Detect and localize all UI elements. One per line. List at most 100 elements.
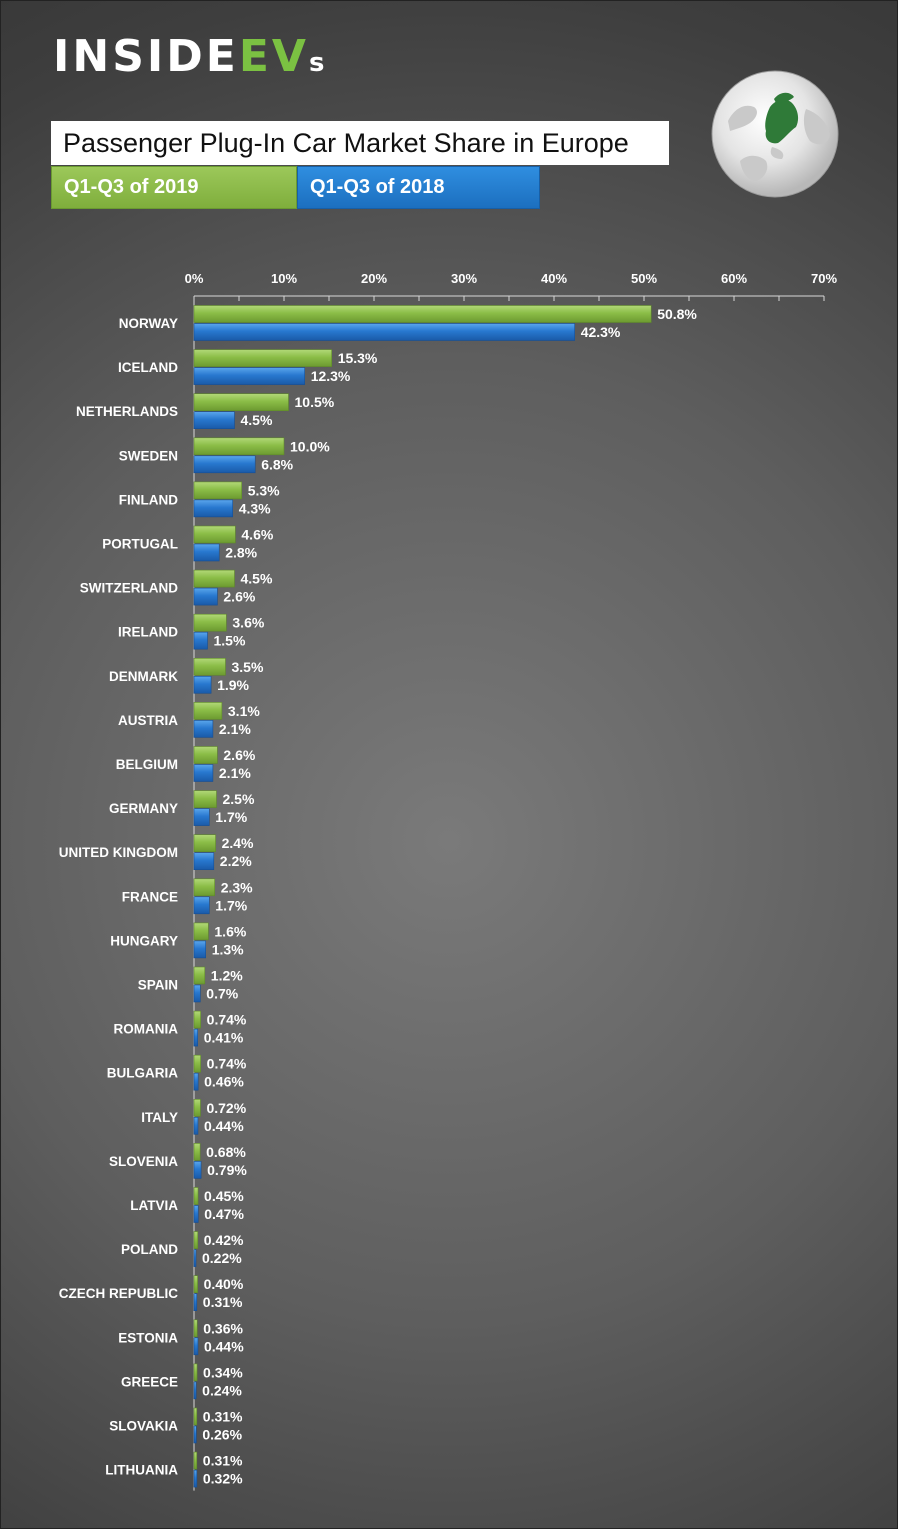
- data-label-2019: 10.0%: [290, 438, 330, 454]
- bar-2018: [193, 1117, 199, 1135]
- logo-ev-text: EV: [238, 31, 309, 82]
- category-label: ROMANIA: [114, 1022, 179, 1037]
- x-tick-label: 20%: [361, 271, 387, 286]
- chart-title: Passenger Plug-In Car Market Share in Eu…: [51, 121, 669, 165]
- x-tick-label: 50%: [631, 271, 657, 286]
- data-label-2018: 4.5%: [241, 412, 273, 428]
- bar-2018: [193, 675, 212, 694]
- bar-2019: [193, 702, 223, 720]
- data-label-2018: 2.6%: [223, 589, 255, 605]
- bar-2019: [193, 305, 652, 323]
- category-label: DENMARK: [109, 669, 178, 684]
- data-label-2018: 0.22%: [202, 1250, 242, 1266]
- bar-2018: [193, 499, 234, 518]
- data-label-2018: 4.3%: [239, 500, 271, 516]
- bar-2018: [193, 1337, 199, 1356]
- category-label: SLOVAKIA: [109, 1419, 178, 1434]
- bar-2018: [193, 1028, 198, 1047]
- bar-2018: [193, 631, 208, 650]
- bar-2018: [193, 764, 214, 782]
- bar-2018: [193, 984, 201, 1003]
- bar-2018: [193, 720, 214, 738]
- data-label-2019: 3.6%: [232, 615, 264, 631]
- category-label: NETHERLANDS: [76, 404, 178, 419]
- data-label-2018: 0.79%: [207, 1162, 247, 1178]
- category-label: POLAND: [121, 1242, 178, 1257]
- category-label: CZECH REPUBLIC: [59, 1286, 179, 1301]
- category-label: GERMANY: [109, 801, 178, 816]
- bar-2019: [193, 481, 243, 500]
- data-label-2018: 2.1%: [219, 765, 251, 781]
- data-label-2019: 4.6%: [241, 527, 273, 543]
- category-label: ESTONIA: [118, 1330, 178, 1345]
- data-label-2019: 10.5%: [295, 394, 335, 410]
- bar-2019: [193, 525, 236, 544]
- bar-2019: [193, 1407, 198, 1426]
- data-label-2018: 0.47%: [204, 1206, 244, 1222]
- category-label: IRELAND: [118, 625, 178, 640]
- x-tick-label: 30%: [451, 271, 477, 286]
- data-label-2019: 15.3%: [338, 350, 378, 366]
- bar-2019: [193, 437, 285, 456]
- category-label: ITALY: [141, 1110, 178, 1125]
- data-label-2019: 0.42%: [204, 1232, 244, 1248]
- bar-2018: [193, 543, 220, 562]
- data-label-2018: 2.8%: [225, 545, 257, 561]
- bar-2018: [193, 808, 210, 826]
- category-label: LITHUANIA: [105, 1463, 178, 1478]
- data-label-2018: 0.26%: [202, 1427, 242, 1443]
- data-label-2018: 0.7%: [206, 986, 238, 1002]
- category-label: BELGIUM: [116, 757, 178, 772]
- bar-2019: [193, 657, 226, 676]
- bar-2019: [193, 746, 218, 764]
- data-label-2018: 0.44%: [204, 1338, 244, 1354]
- bar-2019: [193, 1143, 201, 1161]
- bar-2018: [193, 1072, 199, 1091]
- bar-2018: [193, 1425, 197, 1444]
- bar-2018: [193, 896, 210, 915]
- category-label: NORWAY: [119, 316, 178, 331]
- x-tick-label: 60%: [721, 271, 747, 286]
- data-label-2019: 2.4%: [222, 835, 254, 851]
- data-label-2019: 1.6%: [214, 923, 246, 939]
- data-label-2019: 0.31%: [203, 1409, 243, 1425]
- data-label-2019: 1.2%: [211, 968, 243, 984]
- bar-2018: [193, 1469, 198, 1488]
- bar-2019: [193, 1275, 198, 1293]
- logo-main-text: INSIDE: [53, 31, 239, 82]
- data-label-2019: 3.1%: [228, 703, 260, 719]
- bar-2019: [193, 613, 227, 632]
- x-tick-label: 10%: [271, 271, 297, 286]
- data-label-2018: 42.3%: [581, 324, 621, 340]
- insideevs-logo: INSIDEEVs: [53, 31, 324, 89]
- bar-2018: [193, 940, 206, 959]
- category-label: LATVIA: [130, 1198, 178, 1213]
- data-label-2018: 1.3%: [212, 941, 244, 957]
- data-label-2019: 0.74%: [207, 1056, 247, 1072]
- category-label: FRANCE: [122, 889, 178, 904]
- data-label-2018: 0.31%: [203, 1294, 243, 1310]
- data-label-2018: 0.41%: [204, 1030, 244, 1046]
- legend-2019: Q1-Q3 of 2019: [51, 166, 297, 209]
- category-label: GREECE: [121, 1374, 178, 1389]
- x-tick-label: 70%: [811, 271, 837, 286]
- bar-2018: [193, 1161, 202, 1179]
- category-label: SLOVENIA: [109, 1154, 178, 1169]
- bar-2019: [193, 1451, 198, 1470]
- data-label-2019: 0.74%: [207, 1012, 247, 1028]
- category-label: ICELAND: [118, 360, 178, 375]
- bar-2019: [193, 393, 289, 412]
- x-tick-label: 0%: [185, 271, 204, 286]
- category-label: SPAIN: [138, 978, 178, 993]
- data-label-2018: 6.8%: [261, 456, 293, 472]
- bar-2018: [193, 587, 218, 606]
- bar-2019: [193, 1010, 201, 1029]
- data-label-2018: 1.7%: [215, 809, 247, 825]
- bar-2018: [193, 1293, 198, 1311]
- bar-2018: [193, 323, 576, 341]
- data-label-2019: 2.3%: [221, 879, 253, 895]
- data-label-2018: 2.2%: [220, 853, 252, 869]
- data-label-2018: 0.44%: [204, 1118, 244, 1134]
- x-tick-label: 40%: [541, 271, 567, 286]
